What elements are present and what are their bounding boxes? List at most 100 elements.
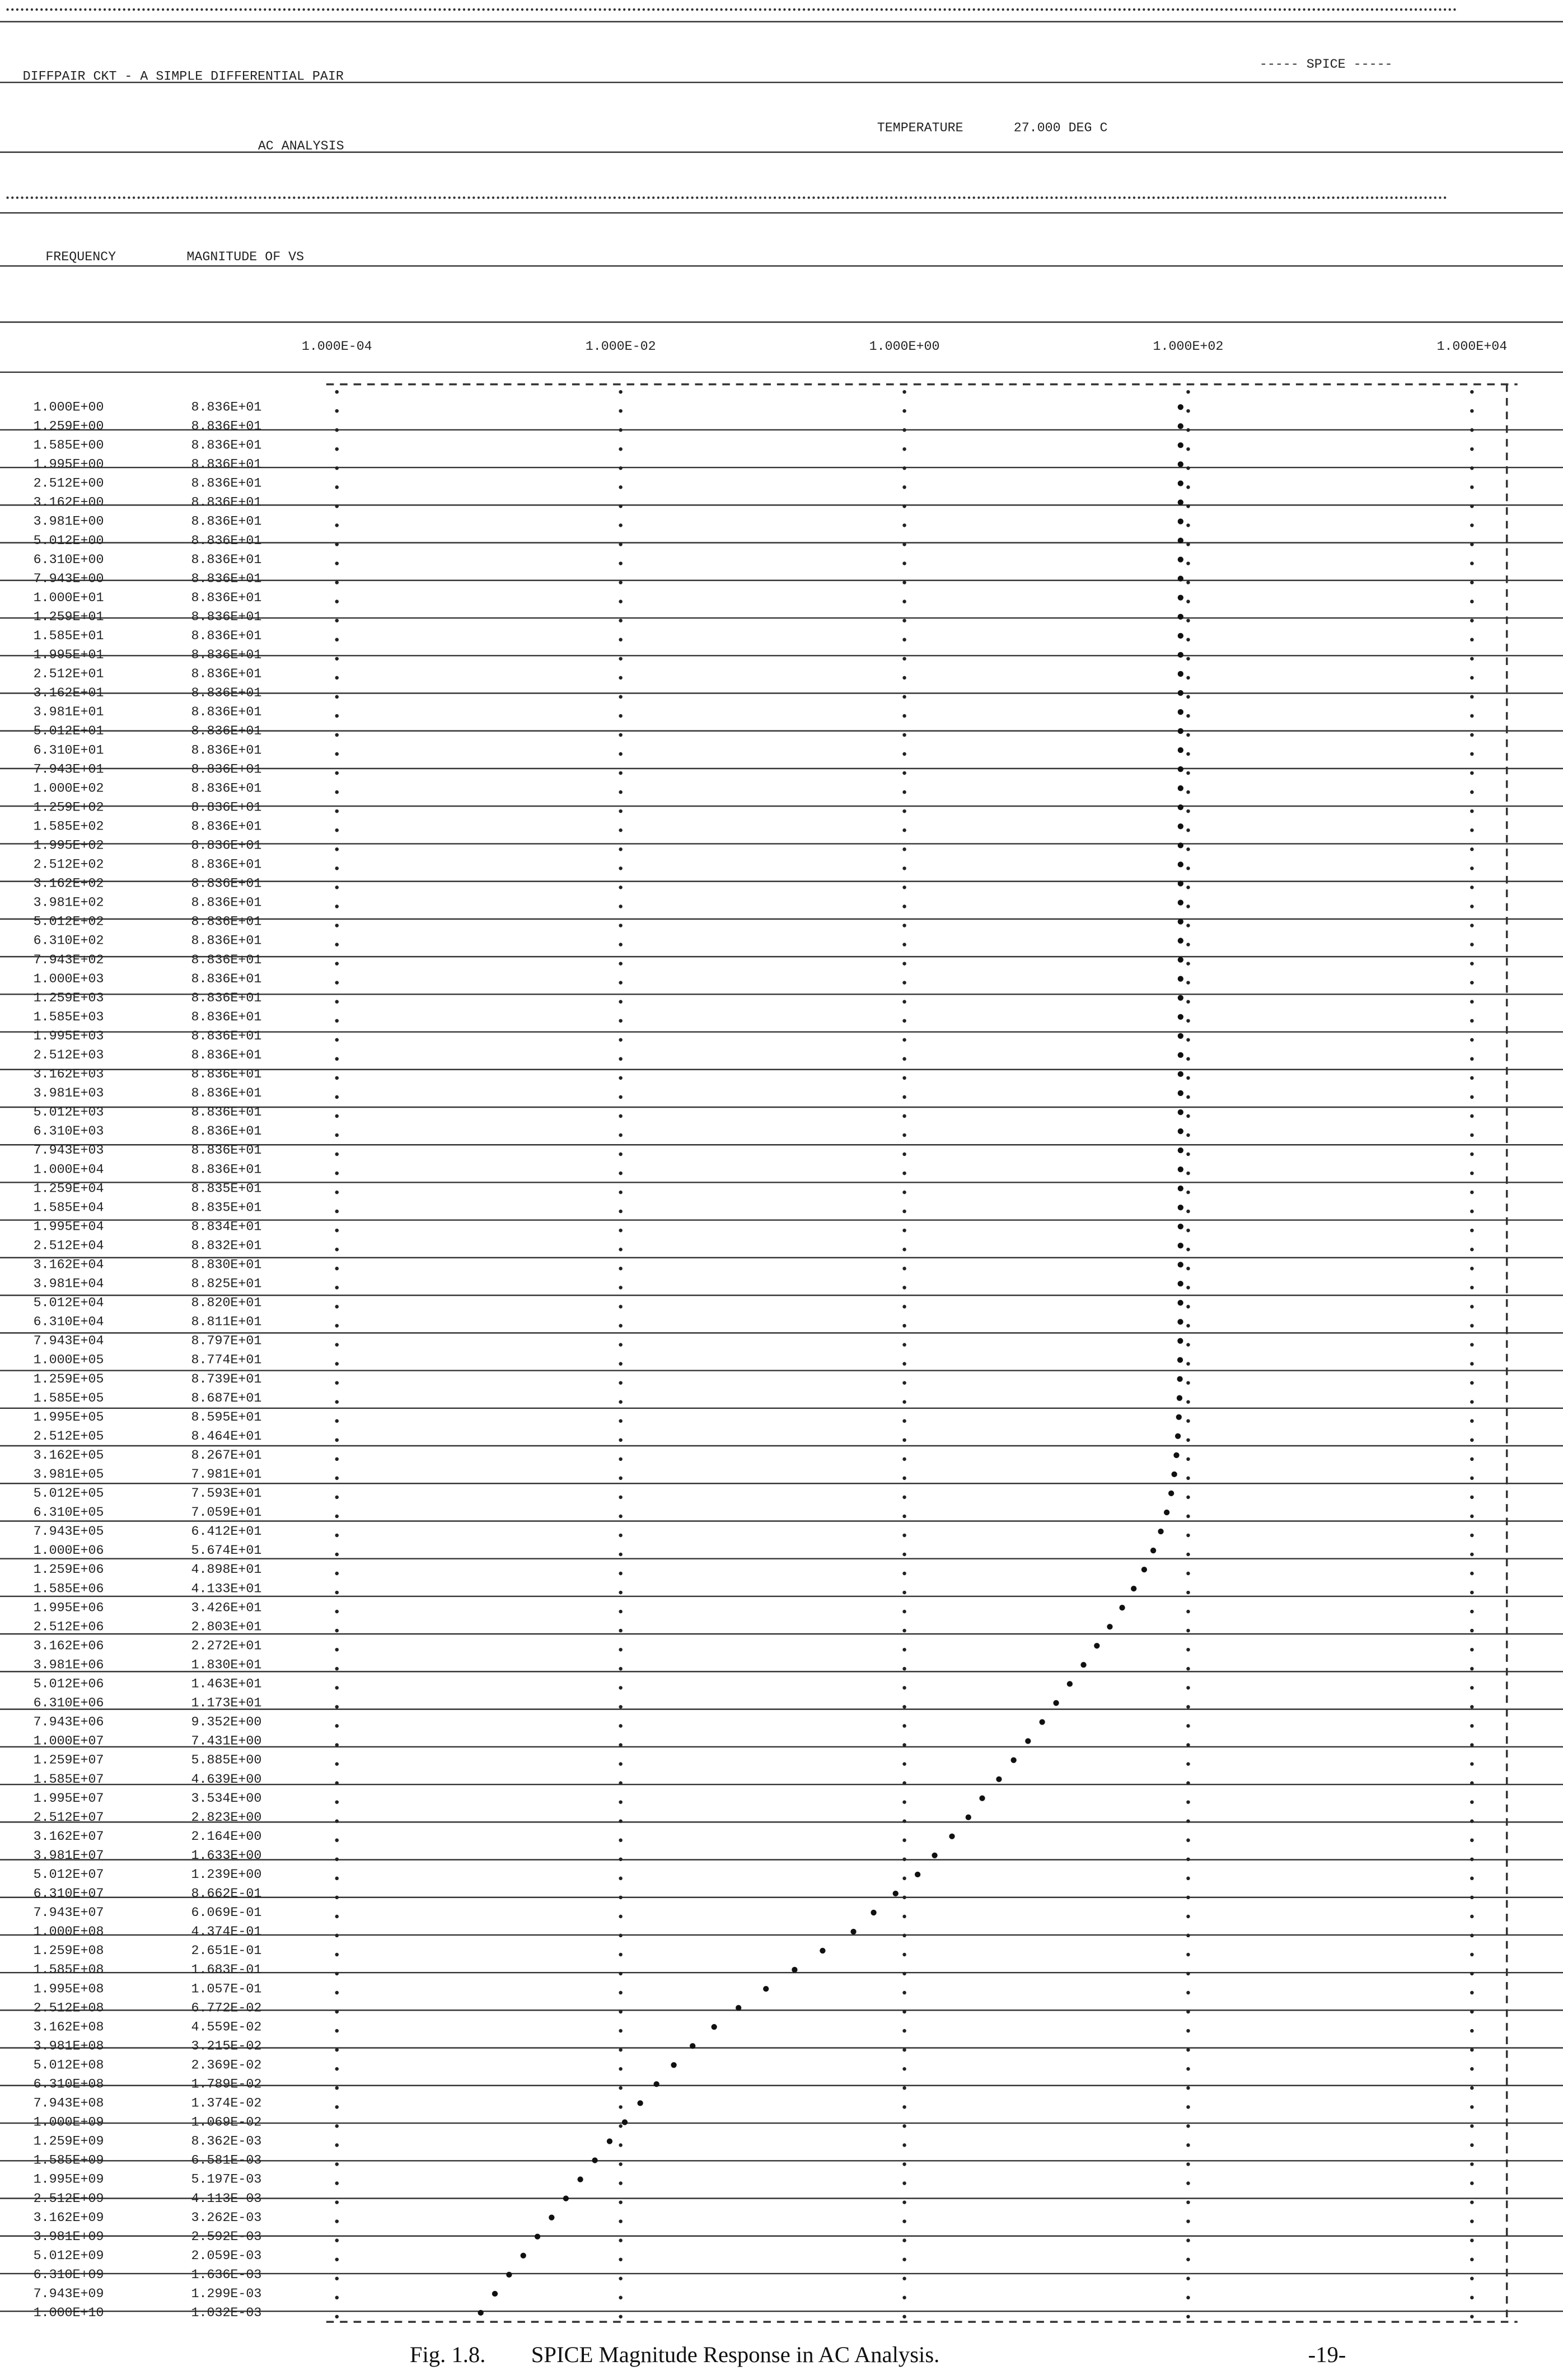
frequency: 6.310E+06 [34,1696,104,1711]
magnitude: 8.836E+01 [191,686,262,700]
frequency: 1.995E+06 [34,1600,104,1615]
frequency: 6.310E+09 [34,2267,104,2282]
plot-point [1176,1414,1182,1420]
frequency: 1.995E+05 [34,1410,104,1425]
magnitude: 8.836E+01 [191,514,262,529]
frequency: 1.259E+08 [34,1943,104,1958]
magnitude: 8.836E+01 [191,629,262,643]
plot-point [1177,480,1183,486]
banner: ----- SPICE ----- [1260,57,1393,72]
magnitude: 4.559E-02 [191,2020,262,2034]
plot-point [520,2252,526,2259]
frequency: 7.943E+03 [34,1143,104,1158]
frequency: 1.000E+05 [34,1353,104,1367]
plot-point [763,1985,769,1992]
plot-point [1177,652,1183,658]
magnitude: 8.836E+01 [191,1029,262,1043]
magnitude: 8.835E+01 [191,1200,262,1215]
frequency: 6.310E+01 [34,743,104,757]
plot-point [1025,1738,1031,1744]
frequency: 1.000E+00 [34,400,104,414]
temperature: 27.000 DEG C [1014,121,1108,135]
magnitude: 8.836E+01 [191,1124,262,1139]
frequency: 1.585E+09 [34,2153,104,2168]
magnitude: 2.059E-03 [191,2248,262,2263]
plot-point [1177,1071,1183,1077]
plot-point [1177,442,1183,448]
magnitude: 8.836E+01 [191,495,262,510]
magnitude: 2.651E-01 [191,1943,262,1958]
frequency-heading: FREQUENCY [45,250,116,264]
magnitude: 8.836E+01 [191,743,262,757]
circuit-title: DIFFPAIR CKT - A SIMPLE DIFFERENTIAL PAI… [23,69,344,84]
frequency: 2.512E+07 [34,1810,104,1825]
magnitude: 8.832E+01 [191,1238,262,1253]
plot-point [1177,995,1183,1001]
magnitude: 8.836E+01 [191,953,262,967]
frequency: 6.310E+05 [34,1505,104,1520]
magnitude: 6.069E-01 [191,1905,262,1920]
magnitude: 8.836E+01 [191,533,262,548]
plot-point [1177,556,1183,563]
plot-point [1177,1166,1183,1173]
plot-point [1053,1700,1059,1706]
plot-point [871,1909,877,1916]
plot-point [1177,1357,1183,1363]
magnitude: 8.836E+01 [191,991,262,1005]
plot-point [1177,1300,1183,1306]
magnitude: 1.057E-01 [191,1981,262,1996]
magnitude: 8.797E+01 [191,1334,262,1348]
magnitude: 8.811E+01 [191,1315,262,1329]
frequency: 1.585E+08 [34,1962,104,1977]
plot-point [1177,1052,1183,1058]
plot-point [592,2157,598,2163]
frequency: 1.995E+02 [34,838,104,853]
magnitude: 8.836E+01 [191,591,262,605]
magnitude: 8.836E+01 [191,457,262,472]
frequency: 3.162E+09 [34,2210,104,2225]
magnitude: 1.789E-02 [191,2077,262,2092]
plot-point [1177,537,1183,544]
caption-label: Fig. 1.8. [410,2342,486,2367]
frequency: 5.012E+01 [34,724,104,738]
frequency: 3.162E+01 [34,686,104,700]
frequency: 1.000E+02 [34,781,104,795]
plot-point [1177,613,1183,620]
plot-point [1177,823,1183,830]
frequency: 1.000E+07 [34,1734,104,1749]
frequency: 3.981E+09 [34,2229,104,2244]
magnitude: 8.267E+01 [191,1448,262,1463]
frequency: 2.512E+09 [34,2191,104,2206]
frequency: 5.012E+02 [34,915,104,929]
frequency: 1.259E+01 [34,610,104,624]
plot-point [1177,518,1183,524]
plot-point [1173,1452,1180,1458]
magnitude: 7.981E+01 [191,1467,262,1482]
magnitude: 3.215E-02 [191,2039,262,2053]
frequency: 1.585E+03 [34,1010,104,1024]
tick-label: 1.000E-02 [586,339,656,354]
frequency: 3.162E+04 [34,1258,104,1272]
plot-point [1158,1528,1164,1535]
frequency: 1.585E+06 [34,1581,104,1596]
magnitude: 8.825E+01 [191,1277,262,1291]
plot-point [1177,1128,1183,1135]
plot-point [1171,1471,1177,1478]
plot-point [1177,1014,1183,1020]
plot-point [1177,880,1183,887]
magnitude: 8.774E+01 [191,1353,262,1367]
magnitude: 1.299E-03 [191,2287,262,2301]
plot-point [1066,1681,1073,1687]
magnitude: 8.834E+01 [191,1219,262,1234]
plot-point [1010,1757,1017,1763]
magnitude: 8.464E+01 [191,1429,262,1444]
magnitude: 8.836E+01 [191,1105,262,1119]
frequency: 2.512E+01 [34,667,104,681]
magnitude: 8.820E+01 [191,1296,262,1310]
tick-label: 1.000E+04 [1436,339,1507,354]
magnitude: 8.836E+01 [191,667,262,681]
frequency: 2.512E+08 [34,2000,104,2015]
plot-point [1177,938,1183,944]
frequency: 3.162E+02 [34,877,104,891]
magnitude: 8.662E-01 [191,1886,262,1901]
